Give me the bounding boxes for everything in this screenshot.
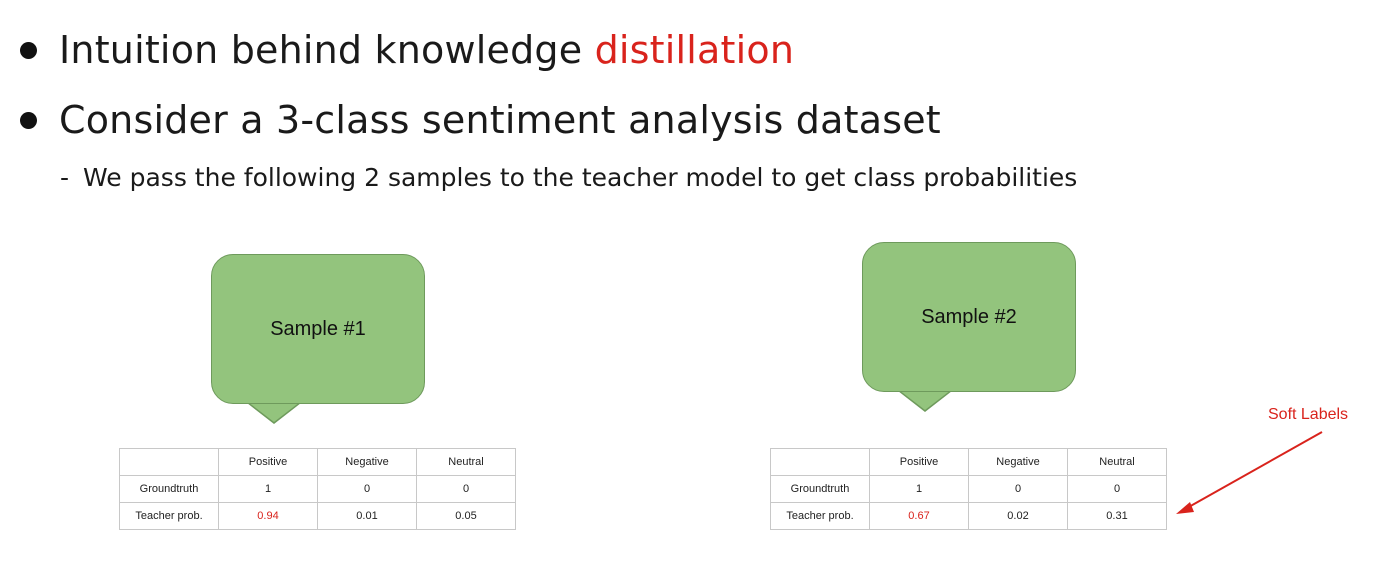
bullet-text-accent: distillation <box>594 28 795 72</box>
callout-tail <box>899 390 951 410</box>
table-header-cell: Neutral <box>1067 448 1167 476</box>
table-header-cell: Negative <box>317 448 417 476</box>
callout-tail <box>248 402 300 422</box>
table-cell: 0.01 <box>317 502 417 530</box>
sub-bullet: - We pass the following 2 samples to the… <box>60 163 1077 192</box>
table-header-cell <box>119 448 219 476</box>
table-header-cell <box>770 448 870 476</box>
bullet-intuition: Intuition behind knowledge distillation <box>20 28 794 72</box>
table-row: Teacher prob. 0.67 0.02 0.31 <box>770 502 1167 530</box>
table-cell: Groundtruth <box>119 475 219 503</box>
bullet-dot <box>20 41 37 59</box>
arrow-line <box>1186 431 1323 509</box>
table-header-row: Positive Negative Neutral <box>770 448 1167 476</box>
table-cell-highlight: 0.67 <box>869 502 969 530</box>
table-cell: 0 <box>416 475 516 503</box>
sub-bullet-dash: - <box>60 163 70 192</box>
bullet-dot <box>20 111 37 129</box>
sample-2-label: Sample #2 <box>921 305 1017 328</box>
table-cell: Teacher prob. <box>770 502 870 530</box>
table-cell-highlight: 0.94 <box>218 502 318 530</box>
sub-bullet-text: We pass the following 2 samples to the t… <box>83 163 1078 192</box>
bullet-text-prefix: Intuition behind knowledge <box>59 28 595 72</box>
table-row: Teacher prob. 0.94 0.01 0.05 <box>119 502 516 530</box>
table-cell: 0.31 <box>1067 502 1167 530</box>
table-header-row: Positive Negative Neutral <box>119 448 516 476</box>
sample-1-table: Positive Negative Neutral Groundtruth 1 … <box>119 448 516 530</box>
table-cell: Groundtruth <box>770 475 870 503</box>
bullet-consider: Consider a 3-class sentiment analysis da… <box>20 98 941 142</box>
table-row: Groundtruth 1 0 0 <box>770 475 1167 503</box>
table-cell: 0.05 <box>416 502 516 530</box>
table-cell: Teacher prob. <box>119 502 219 530</box>
table-header-cell: Positive <box>218 448 318 476</box>
soft-labels-annotation: Soft Labels <box>1268 406 1349 423</box>
sample-2-callout: Sample #2 <box>862 242 1076 392</box>
table-cell: 1 <box>869 475 969 503</box>
bullet-text: Consider a 3-class sentiment analysis da… <box>59 98 941 142</box>
sample-1-label: Sample #1 <box>270 317 366 340</box>
arrow-head <box>1176 502 1194 514</box>
sample-1-callout: Sample #1 <box>211 254 425 404</box>
sample-2-table: Positive Negative Neutral Groundtruth 1 … <box>770 448 1167 530</box>
table-header-cell: Negative <box>968 448 1068 476</box>
